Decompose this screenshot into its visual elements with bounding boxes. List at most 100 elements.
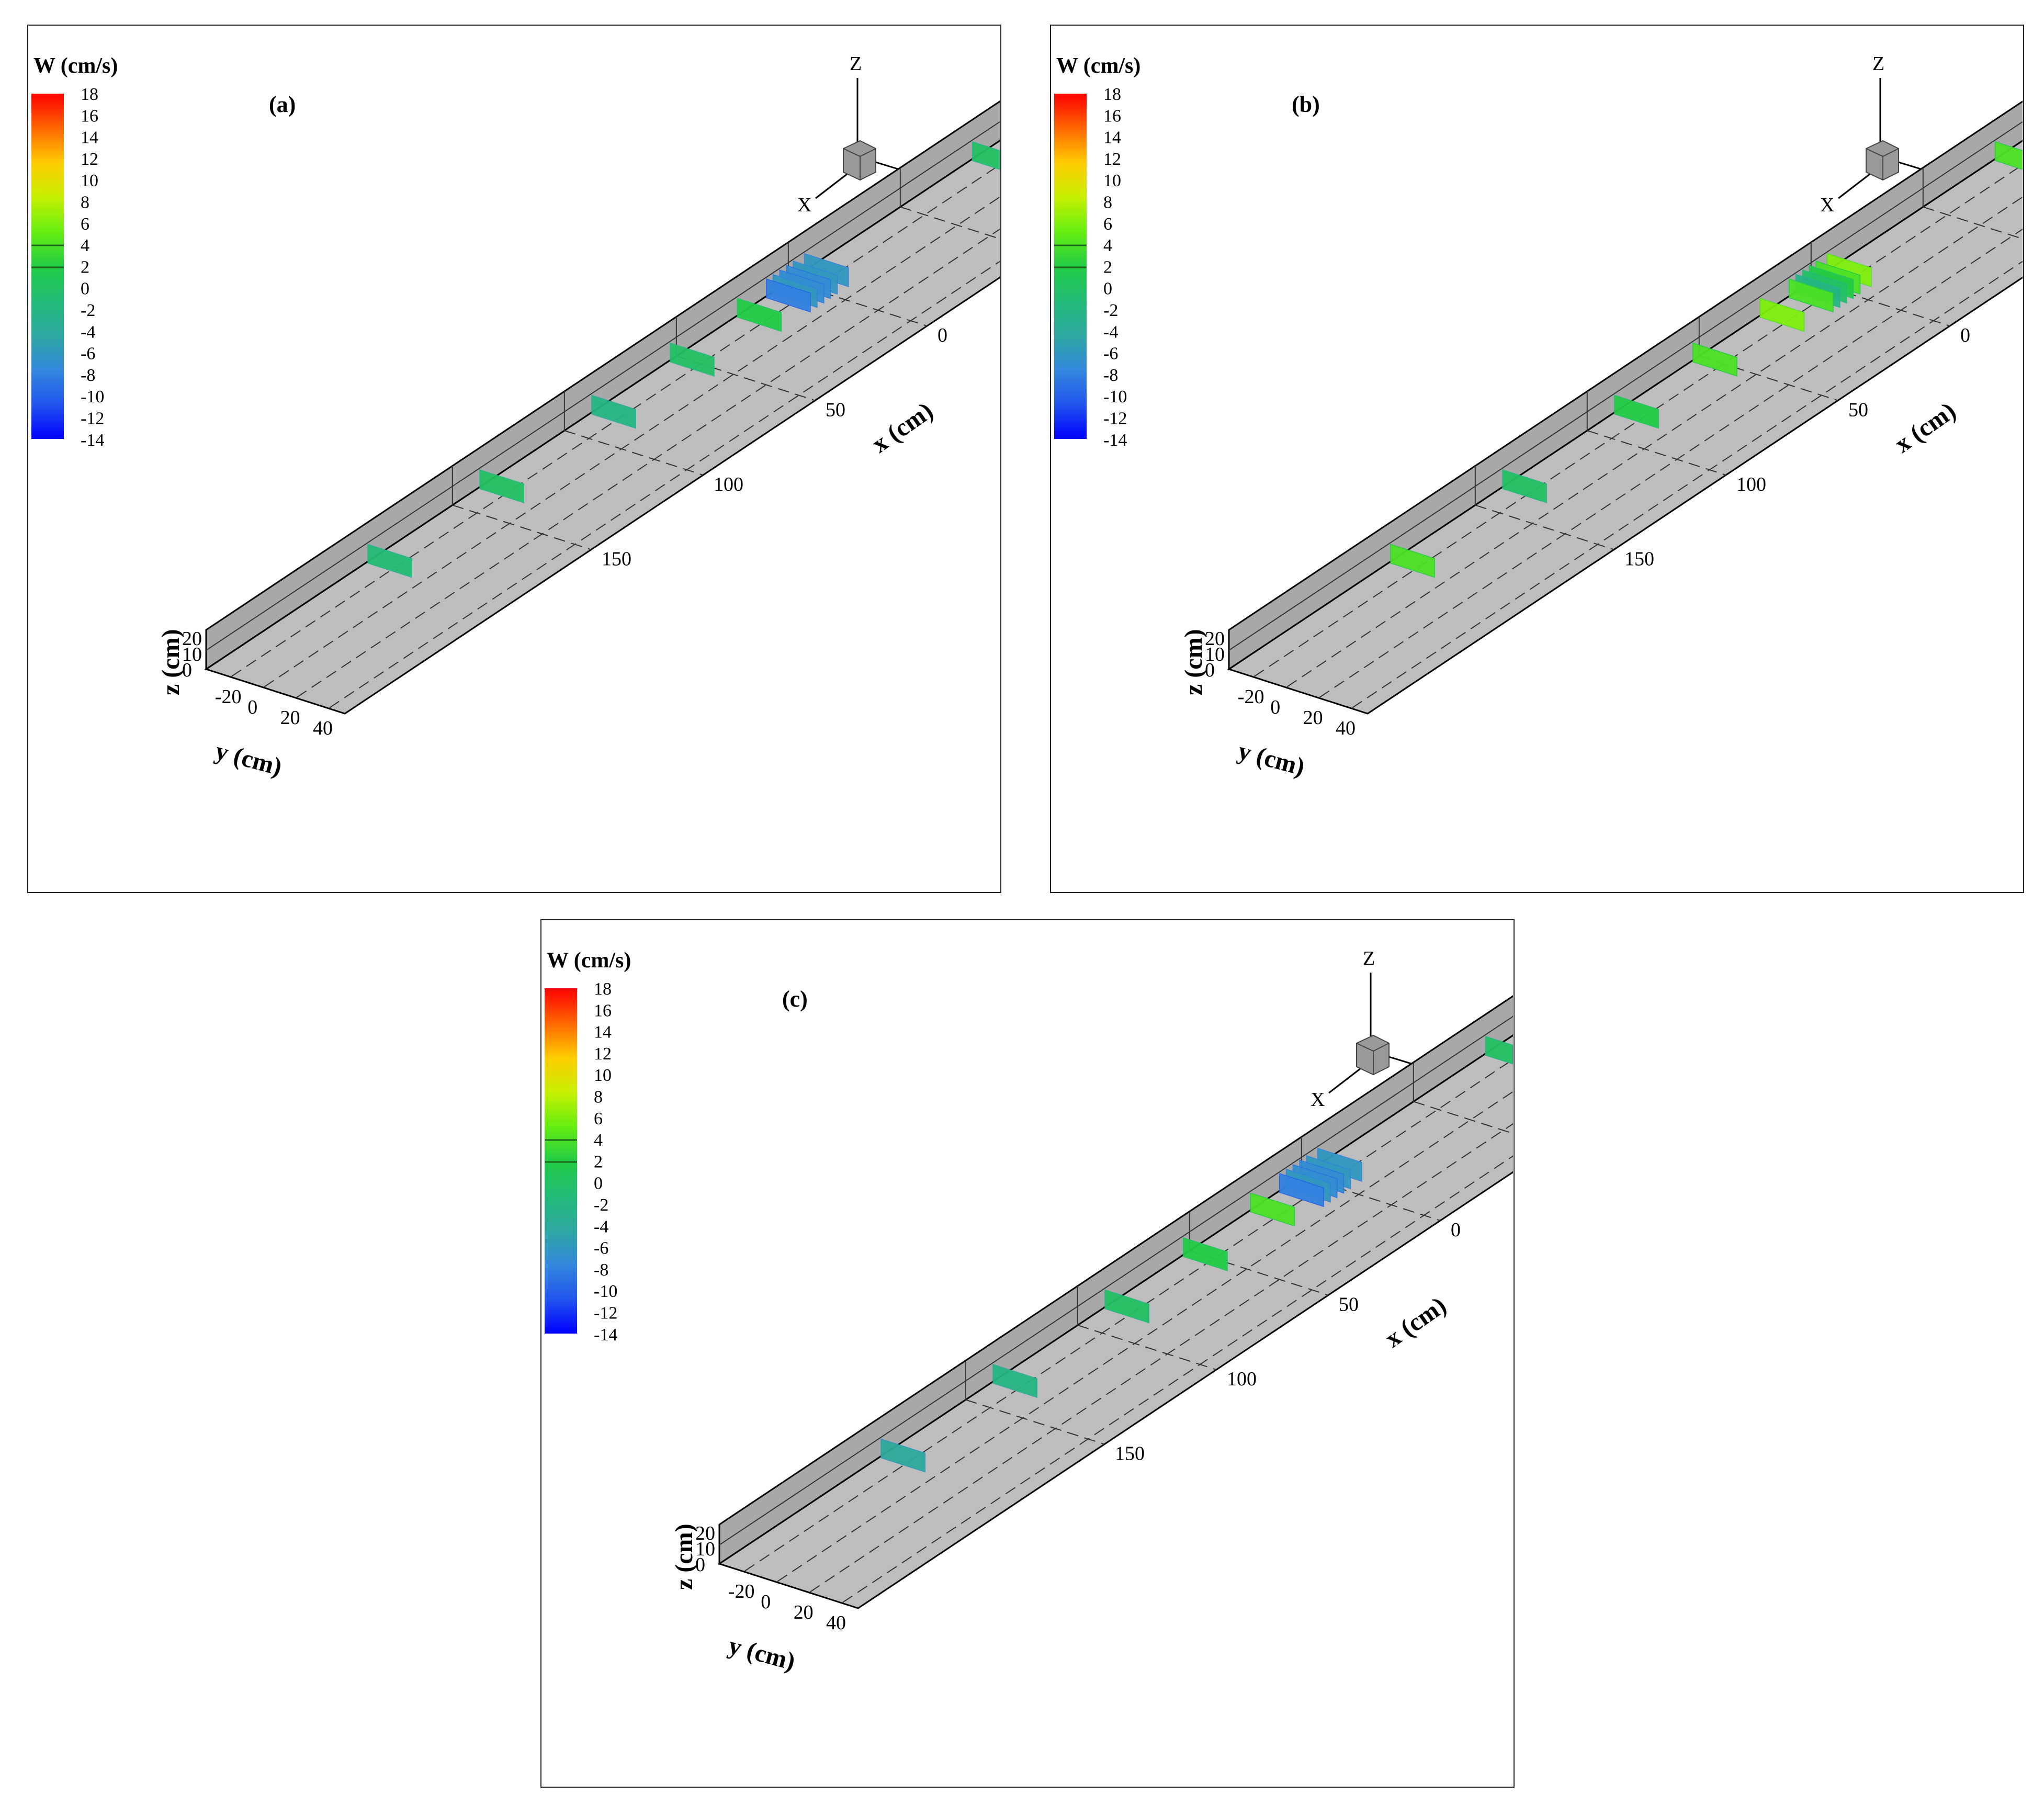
colorbar-tick-label: 4 (594, 1131, 603, 1150)
triad-x-axis (1328, 1066, 1363, 1094)
velocity-slice (1994, 141, 2023, 170)
x-tick-label: 50 (826, 399, 845, 421)
z-tick-label: 10 (695, 1538, 715, 1560)
velocity-slice (670, 342, 715, 377)
y-tick-label: -20 (1238, 686, 1264, 708)
velocity-slices (367, 141, 1000, 578)
colorbar-tick-label: 0 (1103, 279, 1112, 299)
velocity-slice (591, 394, 636, 429)
y-tick-label: -20 (215, 686, 242, 708)
colorbar-title: W (cm/s) (547, 949, 631, 973)
grid-line-x (564, 430, 704, 476)
y-tick-label: 40 (313, 717, 333, 739)
colorbar-tick-label: 16 (1103, 106, 1121, 126)
grid-line-wall (206, 121, 1000, 651)
panel-c: W (cm/s) 18 16 14 12 10 8 6 4 2 0 -2 -4 -6 -8 -10 -12 -14… (540, 919, 1515, 1788)
velocity-slice (1502, 469, 1547, 504)
colorbar-tick-label: 16 (81, 106, 98, 126)
grid-line-x (965, 1399, 1105, 1445)
axes-triad: ZYX (1820, 53, 1975, 216)
y-tick-label: 20 (1303, 707, 1323, 729)
colorbar-tick-label: 6 (1103, 215, 1112, 234)
velocity-slice (479, 469, 524, 504)
chart-svg: W (cm/s)181614121086420-2-4-6-8-10-12-14… (1054, 53, 2023, 781)
grid-line-y (776, 1091, 1513, 1583)
velocity-slice (1485, 1035, 1513, 1065)
colorbar-tick-label: 10 (81, 171, 98, 190)
colorbar-tick-label: 18 (81, 85, 98, 104)
colorbar-tick-label: -14 (594, 1325, 617, 1345)
colorbar-title: W (cm/s) (1056, 54, 1140, 78)
velocity-slice (1104, 1289, 1149, 1324)
grid-line-x (1475, 504, 1614, 550)
velocity-slice (1279, 1173, 1324, 1207)
y-tick-label: 20 (280, 707, 300, 729)
channel-side-wall (205, 100, 1000, 671)
x-tick-label: 0 (1451, 1219, 1461, 1241)
velocity-slice (880, 1438, 925, 1473)
y-tick-label: 20 (794, 1601, 814, 1623)
velocity-slice (1692, 342, 1737, 377)
panel-label: (c) (782, 986, 808, 1012)
grid-line-y (743, 1058, 1513, 1572)
grid-line-y (263, 196, 1000, 688)
colorbar-tick-label: -6 (594, 1239, 608, 1258)
y-tick-label: -20 (728, 1581, 755, 1602)
y-tick-label: 0 (247, 696, 257, 718)
grid-line-y (1318, 228, 2023, 698)
velocity-slice (1250, 1192, 1295, 1227)
colorbar-tick-label: 8 (1103, 193, 1112, 212)
grid-line-y (1253, 164, 2023, 678)
colorbar-tick-label: -4 (81, 322, 95, 342)
channel-side-wall (718, 995, 1513, 1565)
y-axis-title: y (cm) (726, 1631, 798, 1676)
colorbar-tick-label: 12 (1103, 150, 1121, 169)
colorbar-tick-label: -10 (594, 1282, 617, 1301)
z-tick-label: 10 (1205, 644, 1225, 665)
colorbar-tick-label: -12 (1103, 409, 1127, 428)
y-axis-title: y (cm) (212, 737, 285, 781)
velocity-slice (766, 278, 811, 313)
colorbar-tick-label: 10 (1103, 171, 1121, 190)
colorbar-tick-label: -12 (81, 409, 104, 428)
grid-line-x (900, 206, 1000, 240)
channel-box (717, 995, 1513, 1609)
grid-line-y (328, 261, 1000, 709)
velocity-slice (1789, 278, 1834, 313)
x-tick-label: 100 (1736, 473, 1766, 495)
colorbar-tick-label: 2 (81, 257, 89, 277)
colorbar-tick-label: -10 (1103, 387, 1127, 407)
x-tick-label: 150 (1624, 548, 1654, 570)
colorbar-tick-label: 10 (594, 1066, 612, 1085)
colorbar-tick-label: 8 (81, 193, 89, 212)
grid-line-x (452, 504, 592, 550)
colorbar-tick-label: 4 (1103, 236, 1112, 255)
velocity-slice (367, 544, 412, 578)
grid-line-y (230, 164, 1000, 678)
grid-line-wall (719, 1015, 1513, 1545)
x-tick-label: 0 (938, 324, 947, 346)
x-tick-label: 50 (1339, 1294, 1359, 1316)
colorbar-tick-label: 6 (594, 1109, 603, 1128)
colorbar-tick-label: -4 (1103, 322, 1118, 342)
z-axis-title: z (cm) (157, 629, 185, 695)
colorbar-tick-label: 16 (594, 1001, 612, 1020)
channel-box (1227, 100, 2023, 715)
colorbar-tick-label: 18 (1103, 85, 1121, 104)
y-tick-label: 40 (1336, 717, 1356, 739)
x-tick-label: 50 (1848, 399, 1868, 421)
grid-line-x (1413, 1101, 1513, 1134)
grid-line-x (1587, 430, 1726, 476)
triad-x-label: X (797, 194, 811, 216)
x-tick-label: 150 (602, 548, 631, 570)
colorbar-tick-label: -10 (81, 387, 104, 407)
panel-label: (b) (1292, 92, 1320, 117)
x-tick-label: 0 (1960, 324, 1970, 346)
chart-svg: W (cm/s)181614121086420-2-4-6-8-10-12-14… (545, 947, 1513, 1676)
velocity-slices (880, 1035, 1513, 1473)
x-tick-label: 150 (1115, 1443, 1145, 1465)
triad-x-axis (815, 171, 850, 199)
